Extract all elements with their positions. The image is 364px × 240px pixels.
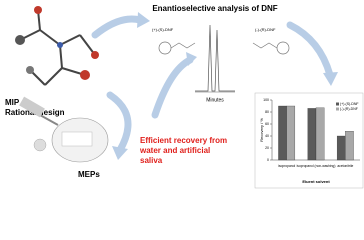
arrow [91, 15, 144, 39]
bar-chart: 0 20 40 60 80 100 Recovery / % Eluent solvent is… [259, 98, 360, 184]
minutes-label: Minutes [206, 97, 224, 103]
recovery-line: Efficient recovery from [140, 136, 227, 145]
structure-label: (+)-(S)-DNF [152, 27, 174, 32]
arrow-head [323, 72, 338, 86]
arrow [286, 21, 334, 79]
x-tick-label: isopropanol [278, 164, 295, 168]
bar [315, 107, 325, 161]
arrow-head [186, 52, 197, 66]
legend-swatch [336, 102, 339, 106]
flow-arrows [91, 15, 334, 154]
legend-swatch [336, 107, 339, 111]
arrow-heads [112, 12, 338, 160]
legend-label: (+)-(S)-DNF [340, 102, 359, 106]
graphical-abstract: MIP Rational design Enantioselective ana… [5, 4, 364, 189]
structure-label: (-)-(R)-DNF [255, 27, 276, 32]
y-tick-label: 0 [267, 158, 269, 162]
y-tick-label: 40 [265, 134, 269, 138]
structures [158, 41, 290, 55]
mip-label: MIP [5, 98, 20, 107]
recovery-line: water and artificial [139, 146, 210, 155]
bar [345, 131, 354, 161]
meps-device [19, 96, 109, 163]
bar [278, 105, 287, 161]
analysis-title: Enantioselective analysis of DNF [152, 4, 277, 13]
recovery-line: saliva [140, 156, 163, 165]
legend-label: (-)-(R)-DNF [340, 107, 358, 111]
molecule [15, 6, 99, 86]
arrow [151, 56, 194, 119]
chromatogram [195, 24, 235, 93]
meps-label: MEPs [78, 170, 100, 179]
arrow [106, 91, 132, 154]
arrow-head [112, 146, 128, 160]
y-tick-label: 80 [265, 110, 269, 114]
y-tick-label: 60 [265, 122, 269, 126]
bar [307, 108, 317, 161]
arrow-head [137, 12, 150, 28]
y-axis-label: Recovery / % [259, 118, 264, 142]
bar [336, 135, 346, 161]
y-tick-label: 20 [265, 146, 269, 150]
x-tick-label: isopropanol (non-washing) [297, 164, 336, 168]
x-tick-label: acetonitrile [337, 164, 353, 168]
bar [286, 105, 296, 161]
y-tick-label: 100 [263, 98, 269, 102]
x-axis-label: Eluent solvent [302, 179, 330, 184]
